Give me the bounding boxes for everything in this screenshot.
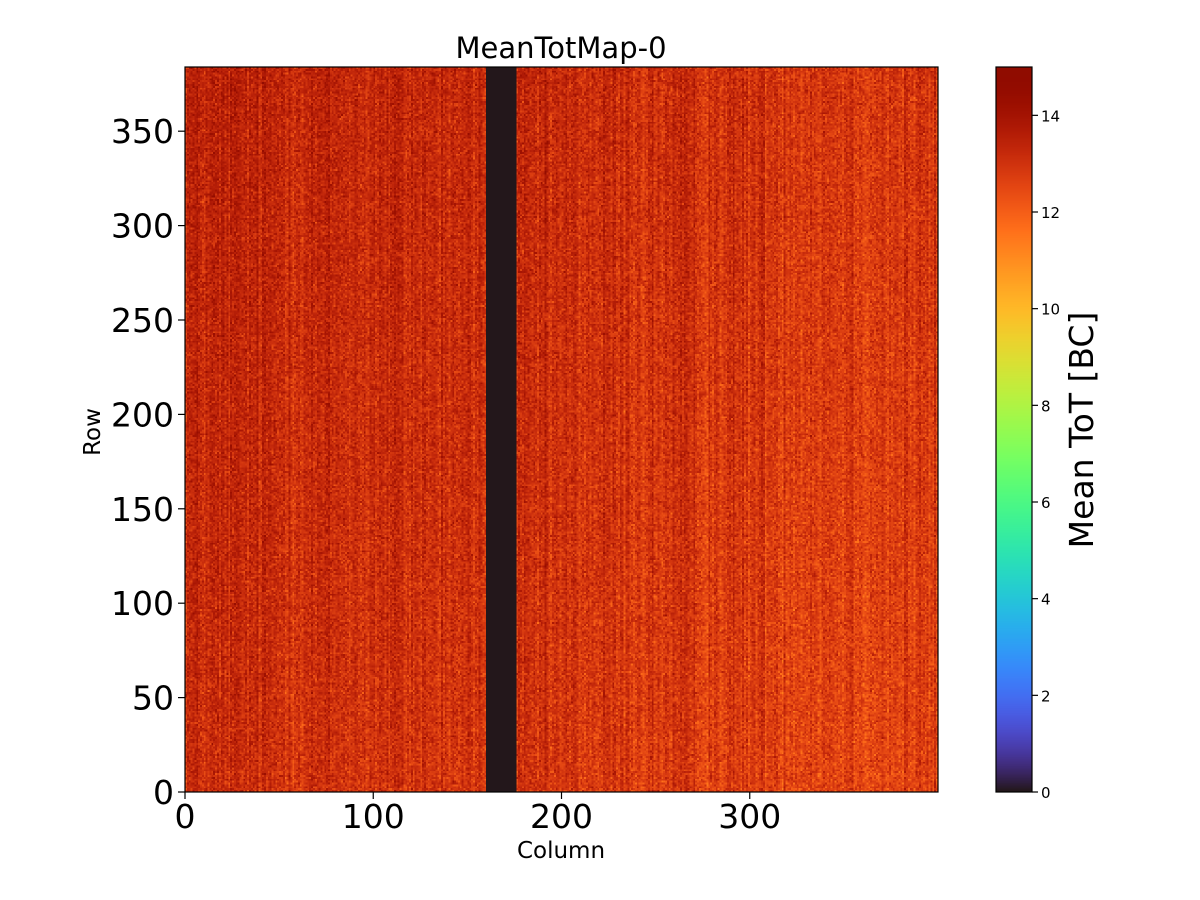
y-tick-label: 250 <box>111 301 174 340</box>
colorbar-tick-label: 14 <box>1041 107 1060 125</box>
colorbar-gradient <box>996 67 1032 792</box>
x-tick-label: 300 <box>718 797 781 836</box>
y-tick-label: 100 <box>111 584 174 623</box>
colorbar-tick-label: 4 <box>1041 591 1051 609</box>
x-tick-label: 0 <box>175 797 196 836</box>
y-axis-label: Row <box>80 408 106 456</box>
x-axis-label: Column <box>517 838 605 864</box>
x-axis-ticks: 0 100 200 300 <box>175 792 781 836</box>
colorbar-tick-label: 12 <box>1041 204 1060 222</box>
chart-title: MeanTotMap-0 <box>455 31 666 65</box>
y-tick-label: 150 <box>111 490 174 529</box>
heatmap-image <box>185 67 938 792</box>
y-tick-label: 200 <box>111 395 174 434</box>
plot-frame <box>184 66 939 793</box>
colorbar-tick-label: 0 <box>1041 784 1051 802</box>
colorbar-tick-label: 2 <box>1041 687 1051 705</box>
y-axis-ticks: 0 50 100 150 200 250 300 350 <box>111 112 185 812</box>
colorbar-tick-label: 8 <box>1041 397 1051 415</box>
x-tick-label: 100 <box>342 797 405 836</box>
colorbar-frame <box>995 66 1033 793</box>
colorbar-tick-label: 10 <box>1041 301 1060 319</box>
y-tick-label: 0 <box>153 773 174 812</box>
y-tick-label: 50 <box>132 679 174 718</box>
colorbar-tick-label: 6 <box>1041 494 1051 512</box>
y-tick-label: 300 <box>111 207 174 246</box>
colorbar-label: Mean ToT [BC] <box>1062 312 1101 549</box>
y-tick-label: 350 <box>111 112 174 151</box>
colorbar-ticks: 0 2 4 6 8 10 12 14 <box>1032 107 1060 802</box>
x-tick-label: 200 <box>530 797 593 836</box>
